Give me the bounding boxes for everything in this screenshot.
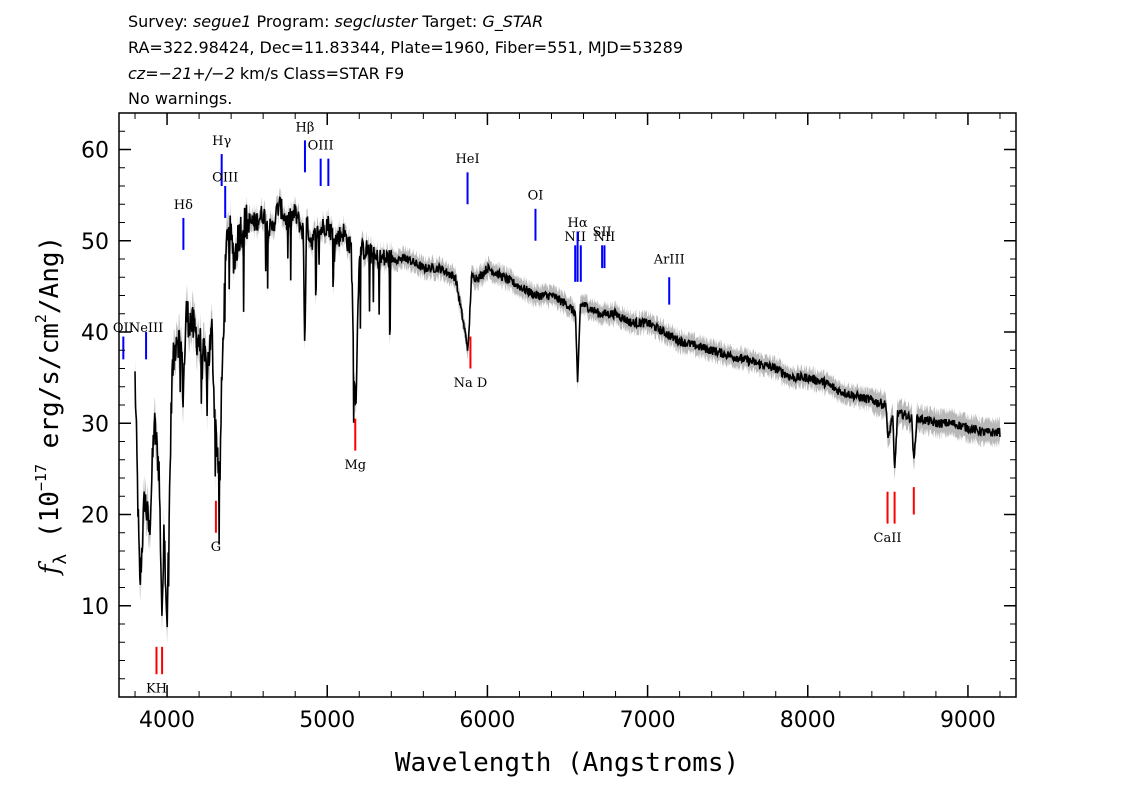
y-axis-title: fλ (10−17 erg/s/cm2/Ang): [32, 236, 71, 576]
y-tick-label: 40: [81, 321, 109, 346]
line-marker-label: Mg: [344, 458, 366, 473]
header-survey-line: Survey: segue1 Program: segcluster Targe…: [128, 12, 543, 31]
line-marker-label: NeIII: [129, 321, 163, 336]
x-tick-label: 5000: [299, 708, 355, 733]
target-value: G_STAR: [482, 12, 544, 31]
line-marker-label: HeI: [455, 152, 479, 167]
cz-label: cz: [128, 64, 146, 83]
line-marker-label: NII: [594, 230, 616, 245]
class-text: km/s Class=STAR F9: [234, 64, 405, 83]
y-tick-label: 20: [81, 504, 109, 529]
flux-layer: [134, 196, 1001, 628]
line-marker-label: Na D: [454, 376, 488, 391]
x-tick-label: 8000: [780, 708, 836, 733]
line-marker-label: CaII: [874, 531, 902, 546]
line-marker-label: OIII: [308, 139, 334, 154]
line-marker-label: Hβ: [296, 120, 315, 135]
survey-value: segue1: [192, 12, 252, 31]
line-marker-label: Hδ: [174, 198, 193, 213]
line-marker-label: SII: [593, 225, 612, 240]
x-tick-label: 4000: [139, 708, 195, 733]
header-coordinates-line: RA=322.98424, Dec=11.83344, Plate=1960, …: [128, 38, 684, 57]
y-tick-label: 10: [81, 595, 109, 620]
line-markers-layer: OIINeIIIHδHγOIIIHβOIIIHeIOINIIHαSIINIIAr…: [113, 120, 915, 696]
x-tick-label: 9000: [940, 708, 996, 733]
header-redshift-line: cz=−21+/−2 km/s Class=STAR F9: [128, 64, 404, 83]
survey-label: Survey:: [128, 12, 193, 31]
line-marker-label: OI: [528, 189, 544, 204]
y-tick-label: 50: [81, 230, 109, 255]
line-marker-label: NII: [564, 230, 586, 245]
x-tick-label: 6000: [459, 708, 515, 733]
header-warnings-line: No warnings.: [128, 89, 233, 108]
x-axis-title: Wavelength (Angstroms): [395, 748, 739, 778]
y-tick-label: 60: [81, 139, 109, 164]
target-label: Target:: [417, 12, 483, 31]
program-label: Program:: [251, 12, 335, 31]
ticks-layer: 4000 5000 6000 7000 8000 9000 10 20 30 40 50 60: [81, 113, 1016, 733]
line-marker-label: Hγ: [212, 134, 231, 149]
line-marker-label: ArIII: [653, 253, 685, 268]
line-marker-label: OIII: [212, 170, 238, 185]
x-tick-label: 7000: [620, 708, 676, 733]
y-tick-label: 30: [81, 412, 109, 437]
line-marker-label: G: [211, 540, 221, 555]
line-marker-label: KH: [146, 681, 167, 696]
line-marker-label: Hα: [568, 216, 588, 231]
program-value: segcluster: [334, 12, 418, 31]
cz-value: =−21+/−2: [145, 64, 235, 83]
flux-line: [134, 196, 1001, 628]
